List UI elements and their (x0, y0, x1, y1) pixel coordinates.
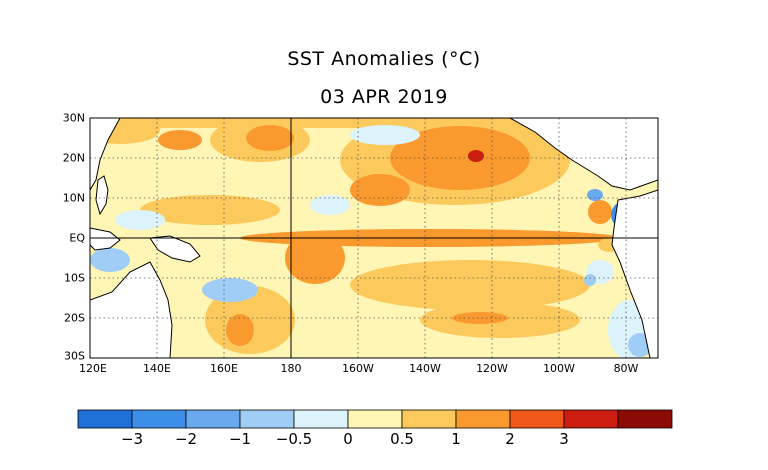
map-date: 03 APR 2019 (320, 86, 448, 108)
colorbar-swatch (509, 409, 565, 429)
colorbar-swatch (455, 409, 511, 429)
gridlines (90, 118, 658, 358)
lat-label: EQ (69, 231, 85, 245)
south-america-coast (611, 189, 658, 358)
colorbar-label: −0.5 (275, 430, 313, 448)
lon-label: 100W (543, 362, 575, 375)
colorbar-label: −2 (174, 430, 198, 448)
colorbar-label: 2 (505, 430, 515, 448)
colorbar-swatch (239, 409, 295, 429)
lon-label: 140W (409, 362, 441, 375)
lat-label: 30N (62, 111, 85, 125)
map-title: SST Anomalies (°C) (287, 48, 481, 70)
map-frame (89, 117, 659, 359)
colorbar-swatch (131, 409, 187, 429)
lon-label: 120W (476, 362, 508, 375)
colorbar-label: 1 (451, 430, 461, 448)
lat-label: 10N (62, 191, 85, 205)
colorbar-label: 0.5 (390, 430, 414, 448)
lon-label: 80W (613, 362, 639, 375)
colorbar-label: 0 (343, 430, 353, 448)
colorbar-label: 3 (559, 430, 569, 448)
colorbar-swatch (617, 409, 673, 429)
colorbar-swatch (401, 409, 457, 429)
lon-label: 160E (210, 362, 238, 375)
lat-label: 20S (64, 311, 85, 325)
asia-coast (90, 118, 121, 191)
lat-label: 30S (64, 349, 85, 363)
colorbar-label: −1 (228, 430, 252, 448)
lat-label: 10S (64, 271, 85, 285)
lat-label: 20N (62, 151, 85, 165)
lon-label: 120E (79, 362, 107, 375)
lon-label: 140E (143, 362, 171, 375)
colorbar-swatch (185, 409, 241, 429)
colorbar-label: −3 (120, 430, 144, 448)
lon-label: 180 (280, 362, 302, 375)
lon-label: 160W (342, 362, 374, 375)
colorbar-swatch (347, 409, 403, 429)
colorbar-swatch (77, 409, 133, 429)
colorbar-swatch (563, 409, 619, 429)
australia-coast (90, 261, 173, 358)
north-america-coast (508, 118, 658, 191)
land (90, 118, 658, 358)
colorbar-swatch (293, 409, 349, 429)
